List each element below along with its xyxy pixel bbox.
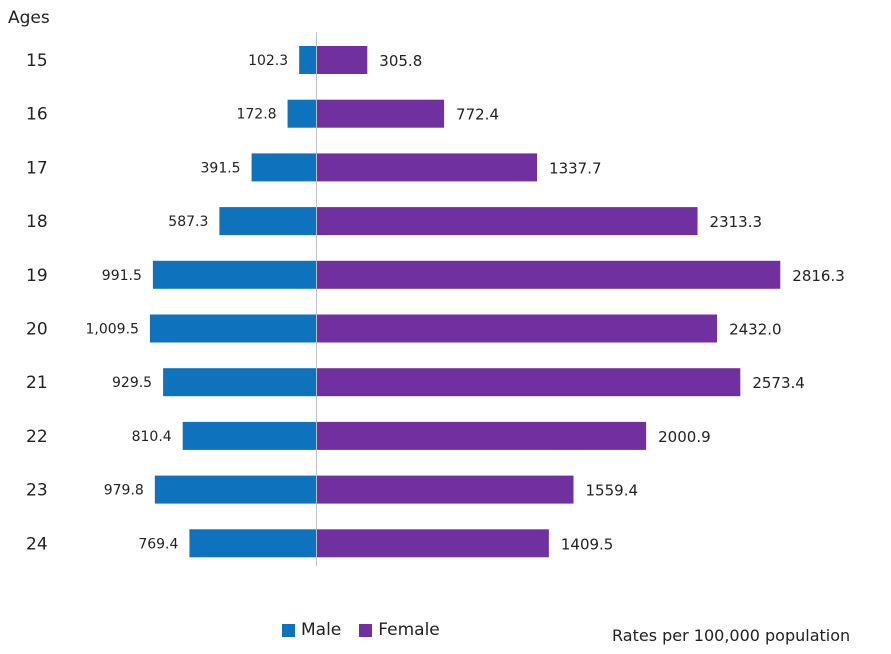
female-bar-16 bbox=[317, 99, 445, 128]
female-value-label-15: 305.8 bbox=[379, 52, 422, 70]
female-value-label-18: 2313.3 bbox=[710, 213, 763, 231]
male-value-label-16: 172.8 bbox=[236, 107, 276, 123]
legend-item-female: Female bbox=[359, 620, 440, 640]
male-value-label-20: 1,009.5 bbox=[85, 322, 138, 338]
legend-label-female: Female bbox=[378, 620, 440, 640]
age-label-18: 18 bbox=[26, 212, 48, 232]
age-label-16: 16 bbox=[26, 105, 48, 125]
male-value-label-22: 810.4 bbox=[132, 429, 172, 445]
age-label-17: 17 bbox=[26, 158, 48, 178]
population-pyramid-chart: 15 102.3 305.8 16 172.8 772.4 17 391.5 1337.7 18 5… bbox=[26, 32, 845, 566]
age-label-24: 24 bbox=[26, 534, 48, 554]
female-value-label-22: 2000.9 bbox=[658, 428, 711, 446]
female-bar-18 bbox=[317, 207, 698, 236]
female-value-label-21: 2573.4 bbox=[752, 374, 805, 392]
male-bar-23 bbox=[154, 475, 316, 504]
female-bar-22 bbox=[317, 421, 647, 450]
female-value-label-20: 2432.0 bbox=[729, 321, 782, 339]
age-label-23: 23 bbox=[26, 481, 48, 501]
male-bar-16 bbox=[287, 99, 316, 128]
age-label-19: 19 bbox=[26, 266, 48, 286]
male-value-label-23: 979.8 bbox=[104, 483, 144, 499]
age-label-22: 22 bbox=[26, 427, 48, 447]
legend-swatch-male bbox=[282, 623, 295, 637]
female-bar-21 bbox=[317, 368, 741, 397]
legend-label-male: Male bbox=[301, 620, 342, 640]
male-bar-17 bbox=[251, 153, 316, 182]
female-bar-17 bbox=[317, 153, 538, 182]
male-bar-24 bbox=[189, 529, 316, 558]
male-bar-20 bbox=[149, 314, 316, 343]
male-bar-15 bbox=[299, 46, 316, 74]
male-value-label-19: 991.5 bbox=[102, 268, 142, 284]
male-value-label-15: 102.3 bbox=[248, 53, 288, 69]
female-bar-24 bbox=[317, 529, 549, 558]
male-value-label-17: 391.5 bbox=[201, 160, 241, 176]
male-bar-19 bbox=[152, 260, 316, 289]
rate-note: Rates per 100,000 population bbox=[612, 626, 851, 645]
female-value-label-17: 1337.7 bbox=[549, 159, 602, 177]
female-value-label-19: 2816.3 bbox=[792, 267, 845, 285]
legend: Male Female bbox=[282, 620, 458, 640]
male-bar-18 bbox=[219, 207, 316, 236]
female-value-label-16: 772.4 bbox=[456, 106, 499, 124]
male-value-label-18: 587.3 bbox=[168, 214, 208, 230]
legend-swatch-female bbox=[359, 623, 373, 637]
male-value-label-21: 929.5 bbox=[112, 375, 152, 391]
female-value-label-24: 1409.5 bbox=[561, 535, 614, 553]
axis-title: Ages bbox=[8, 8, 50, 28]
male-bar-22 bbox=[182, 421, 316, 450]
male-bar-21 bbox=[163, 368, 316, 397]
female-bar-20 bbox=[317, 314, 718, 343]
age-label-21: 21 bbox=[26, 373, 48, 393]
female-bar-15 bbox=[317, 46, 368, 74]
male-value-label-24: 769.4 bbox=[138, 536, 178, 552]
legend-item-male: Male bbox=[282, 620, 341, 640]
female-value-label-23: 1559.4 bbox=[586, 482, 639, 500]
female-bar-19 bbox=[317, 260, 781, 289]
female-bar-23 bbox=[317, 475, 574, 504]
age-label-15: 15 bbox=[26, 51, 48, 71]
age-label-20: 20 bbox=[26, 320, 48, 340]
